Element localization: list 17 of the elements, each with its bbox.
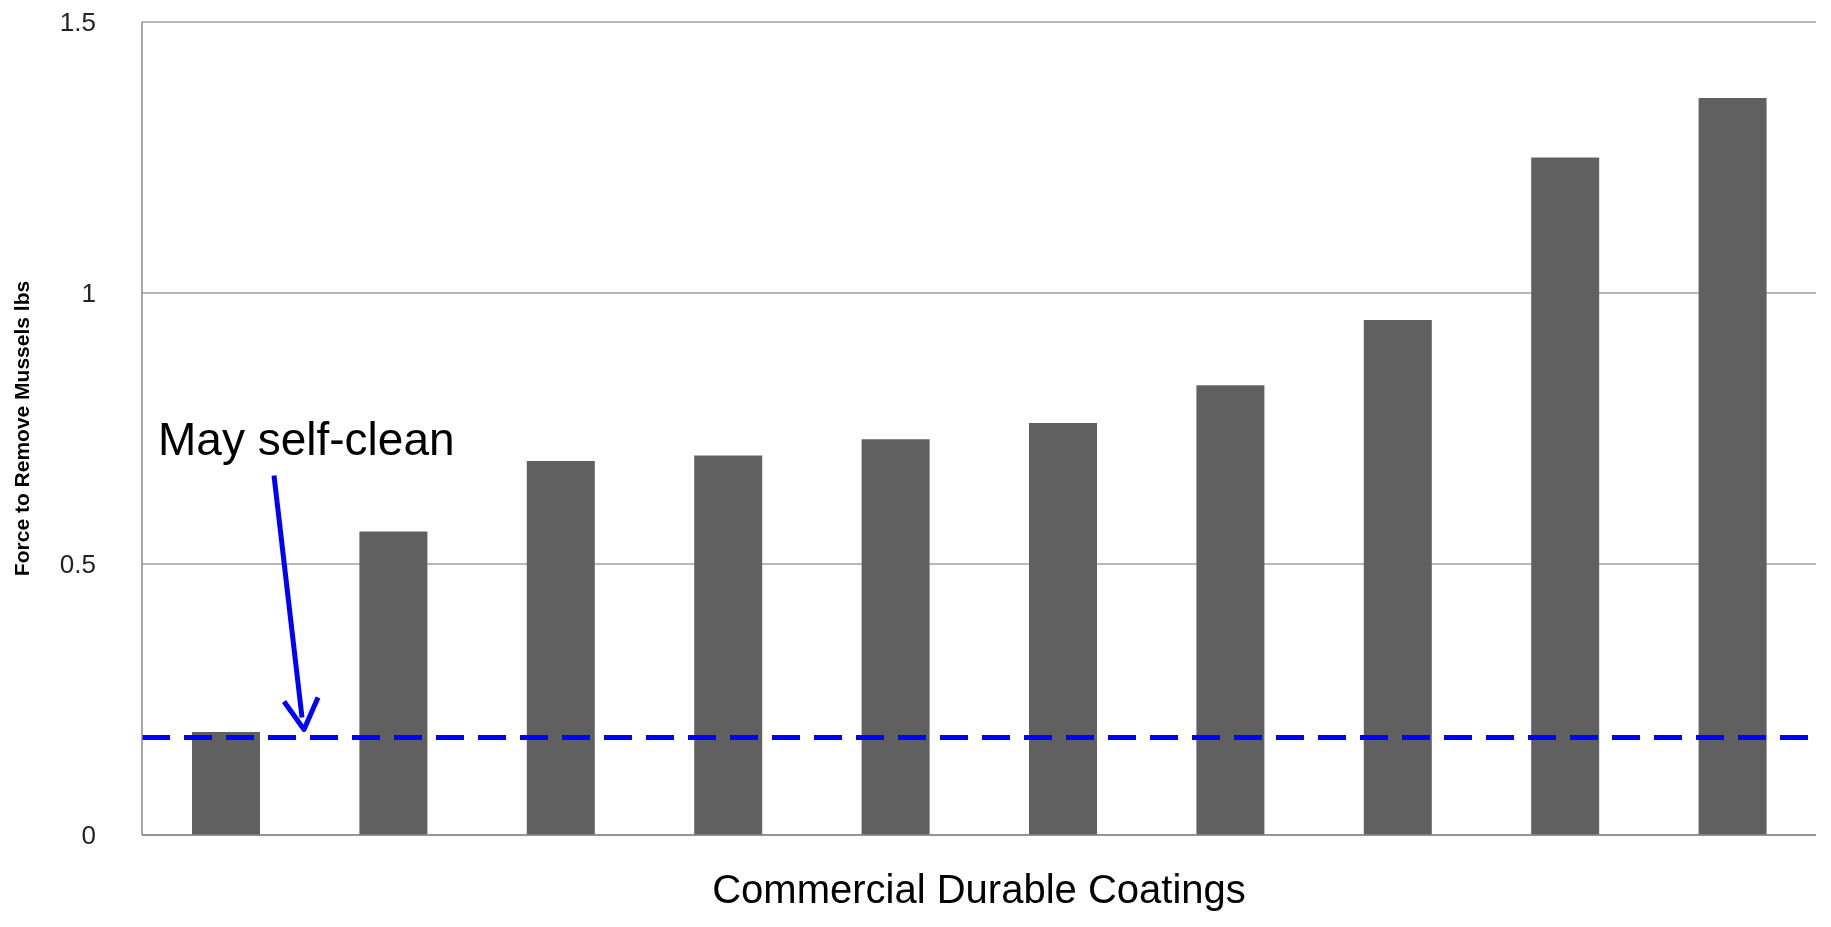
- y-tick-label: 1: [81, 278, 96, 309]
- bar: [526, 461, 595, 835]
- bar: [1196, 385, 1265, 835]
- x-axis-title: Commercial Durable Coatings: [712, 867, 1246, 911]
- annotation: May self-clean: [158, 413, 455, 466]
- bar: [1698, 97, 1767, 835]
- bar: [1029, 423, 1097, 835]
- y-tick-label: 1.5: [59, 7, 96, 38]
- y-axis-title: Force to Remove Mussels lbs: [10, 280, 34, 577]
- bar: [359, 531, 428, 835]
- y-tick-label: 0: [81, 820, 96, 851]
- bar: [861, 439, 930, 835]
- bar: [694, 455, 763, 835]
- bar: [1531, 157, 1600, 835]
- bar: [1363, 320, 1432, 835]
- y-tick-label: 0.5: [59, 549, 96, 580]
- bar: [192, 732, 260, 835]
